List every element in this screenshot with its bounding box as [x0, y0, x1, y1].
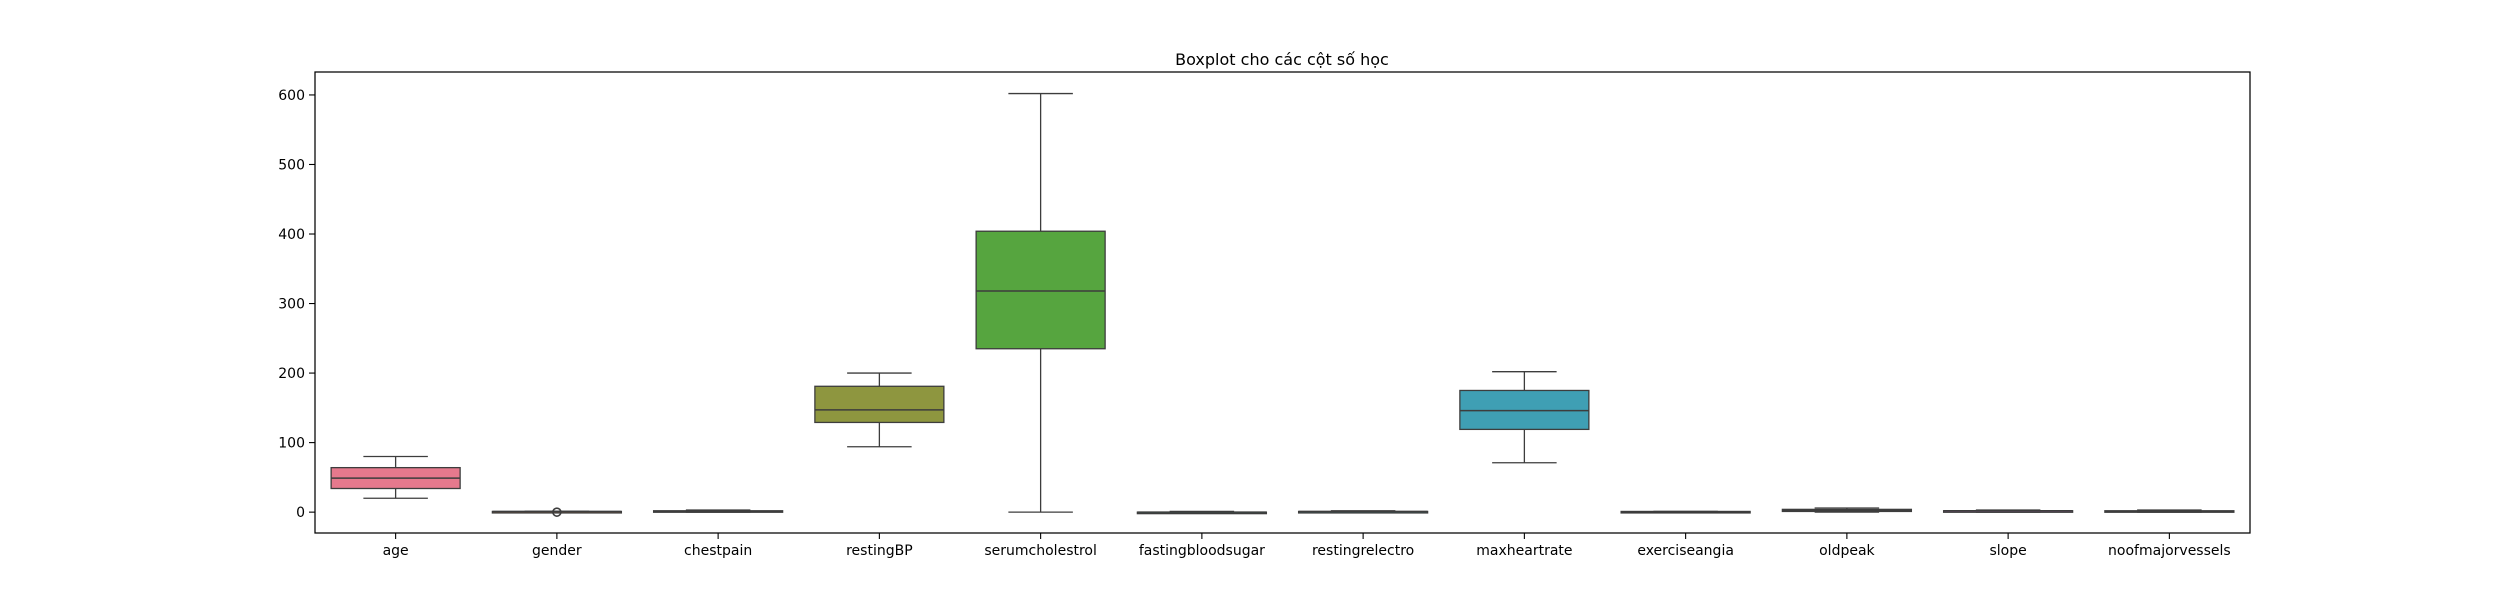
box-serumcholestrol — [975, 230, 1106, 350]
axes-frame — [314, 71, 2251, 534]
x-tick-label: oldpeak — [1819, 543, 1875, 559]
y-tick-label: 600 — [278, 88, 305, 104]
x-tick-label: restingrelectro — [1312, 543, 1414, 559]
x-tick-label: fastingbloodsugar — [1139, 543, 1265, 559]
y-tick-label: 500 — [278, 157, 305, 173]
x-tick-label: exerciseangia — [1637, 543, 1734, 559]
x-tick-label: gender — [532, 543, 582, 559]
x-tick-label: age — [383, 543, 409, 559]
outlier-point — [552, 507, 562, 517]
y-tick-label: 400 — [278, 227, 305, 243]
box-restingBP — [814, 385, 945, 424]
y-tick-label: 0 — [296, 505, 305, 521]
x-tick-label: noofmajorvessels — [2108, 543, 2231, 559]
chart-title: Boxplot cho các cột số học — [1175, 50, 1389, 69]
plot-area: 0 100 200 300 400 500 600 age gender chestpain res… — [278, 71, 2251, 559]
y-tick-label: 100 — [278, 436, 305, 452]
y-tick-label: 300 — [278, 297, 305, 313]
x-tick-label: restingBP — [846, 543, 913, 559]
x-tick-label: maxheartrate — [1476, 543, 1572, 559]
y-tick-label: 200 — [278, 366, 305, 382]
x-tick-label: serumcholestrol — [984, 543, 1097, 559]
x-tick-label: chestpain — [684, 543, 752, 559]
x-tick-label: slope — [1990, 543, 2027, 559]
